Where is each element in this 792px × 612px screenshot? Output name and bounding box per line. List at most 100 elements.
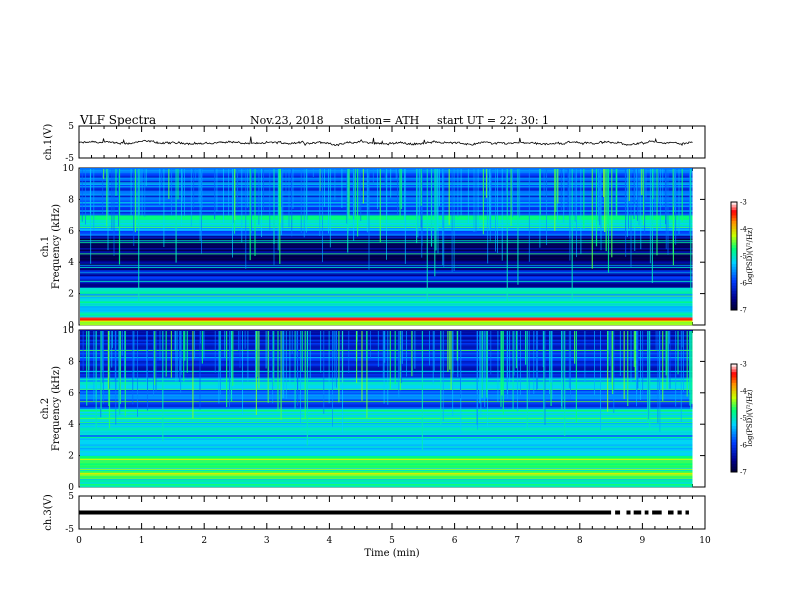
sferic-streak <box>490 331 492 375</box>
sferic-streak <box>119 331 121 404</box>
sferic-streak <box>242 331 243 415</box>
spectrogram-tone-line <box>80 280 693 282</box>
sferic-streak <box>281 169 282 208</box>
sferic-streak <box>336 331 337 388</box>
sferic-streak-long <box>440 331 442 425</box>
sferic-streak <box>624 169 626 212</box>
y-tick-label: 0 <box>68 483 74 493</box>
colorbar-swatch <box>731 223 737 227</box>
spectrogram-band-row <box>80 461 693 464</box>
spectrogram-band-row <box>80 474 693 477</box>
sferic-streak <box>644 169 646 233</box>
sferic-streak <box>357 331 358 342</box>
sferic-streak <box>386 169 387 260</box>
sferic-streak-long <box>526 331 528 430</box>
sferic-streak <box>109 331 110 389</box>
sferic-streak <box>543 169 545 197</box>
sferic-streak <box>237 169 238 200</box>
sferic-streak <box>133 331 135 380</box>
sferic-streak <box>429 331 430 366</box>
spectrogram-band-row <box>80 414 693 417</box>
spectrogram-band-row <box>80 466 693 469</box>
sferic-streak <box>198 169 200 203</box>
sferic-streak <box>414 331 416 369</box>
sferic-streak <box>487 169 489 264</box>
sferic-streak <box>568 169 569 204</box>
spectrogram-band-row <box>80 331 693 334</box>
spectrogram-band-row <box>80 482 693 485</box>
sferic-streak <box>224 331 226 358</box>
sferic-streak <box>93 331 95 402</box>
colorbar-swatch <box>731 280 737 284</box>
spectrogram-band-row <box>80 395 693 398</box>
spectrogram-band-row <box>80 443 693 445</box>
colorbar-swatch <box>731 453 737 457</box>
sferic-streak <box>312 169 314 177</box>
colorbar-swatch <box>731 439 737 443</box>
sferic-streak <box>502 331 504 415</box>
y-tick-label: 0 <box>68 321 74 331</box>
colorbar-swatch <box>731 237 737 241</box>
sferic-streak <box>689 169 691 228</box>
sferic-streak <box>442 169 443 232</box>
sferic-streak <box>118 331 120 415</box>
sferic-streak <box>141 169 143 216</box>
y-tick-label: 10 <box>63 164 75 174</box>
sferic-streak <box>610 331 612 382</box>
sferic-streak <box>147 331 148 411</box>
colorbar-swatch <box>731 445 737 449</box>
sferic-streak <box>482 169 484 235</box>
sferic-streak <box>551 331 553 399</box>
sferic-streak <box>447 331 449 372</box>
spectrogram-band-row <box>80 273 693 276</box>
sferic-streak <box>334 169 336 201</box>
sferic-streak <box>476 331 478 425</box>
sferic-streak <box>675 169 677 245</box>
spectrogram-band-row <box>80 281 693 283</box>
sferic-streak <box>450 331 452 390</box>
sferic-streak <box>495 169 496 252</box>
y-tick-label: 8 <box>68 195 74 205</box>
spectrogram-band-row <box>80 338 693 341</box>
spectrogram-band-row <box>80 410 693 412</box>
sferic-streak <box>497 169 498 253</box>
sferic-streak <box>481 331 483 398</box>
spectrogram-band-row <box>80 450 693 453</box>
spectrogram-band-row <box>80 416 693 419</box>
x-tick-label: 1 <box>139 536 145 546</box>
sferic-streak-long <box>95 331 97 431</box>
sferic-streak <box>177 169 179 200</box>
spectrogram-tone-line <box>80 350 693 351</box>
sferic-streak <box>379 169 381 243</box>
ch3-trace-segment <box>668 510 674 515</box>
colorbar-swatch <box>731 391 737 395</box>
sferic-streak <box>557 169 559 204</box>
spectrogram-tone-line <box>80 418 693 419</box>
colorbar-swatch <box>731 301 737 305</box>
sferic-streak <box>118 169 121 265</box>
sferic-streak <box>338 331 340 403</box>
sferic-streak <box>658 169 659 204</box>
sferic-streak <box>473 169 475 232</box>
sferic-streak <box>561 331 563 410</box>
y-axis-label-line: Frequency (kHz) <box>51 204 62 289</box>
spectrogram-band-row <box>80 372 693 375</box>
colorbar-swatch <box>731 285 737 289</box>
spectrogram-band-row <box>80 259 693 261</box>
sferic-streak <box>634 331 636 380</box>
colorbar-tick-label: -6 <box>740 280 747 288</box>
x-tick-label: 7 <box>514 536 520 546</box>
spectrogram-band-row <box>80 480 693 483</box>
sferic-streak <box>285 331 287 399</box>
sferic-streak <box>320 331 322 373</box>
spectrogram-band-row <box>80 292 693 294</box>
sferic-streak <box>174 331 176 351</box>
sferic-streak <box>520 331 521 396</box>
colorbar-tick-label: -4 <box>740 226 747 234</box>
sferic-streak <box>568 331 570 389</box>
sferic-streak <box>456 331 458 361</box>
y-tick-label: 2 <box>68 452 74 462</box>
colorbar-swatch <box>731 220 737 224</box>
sferic-streak <box>163 169 165 247</box>
